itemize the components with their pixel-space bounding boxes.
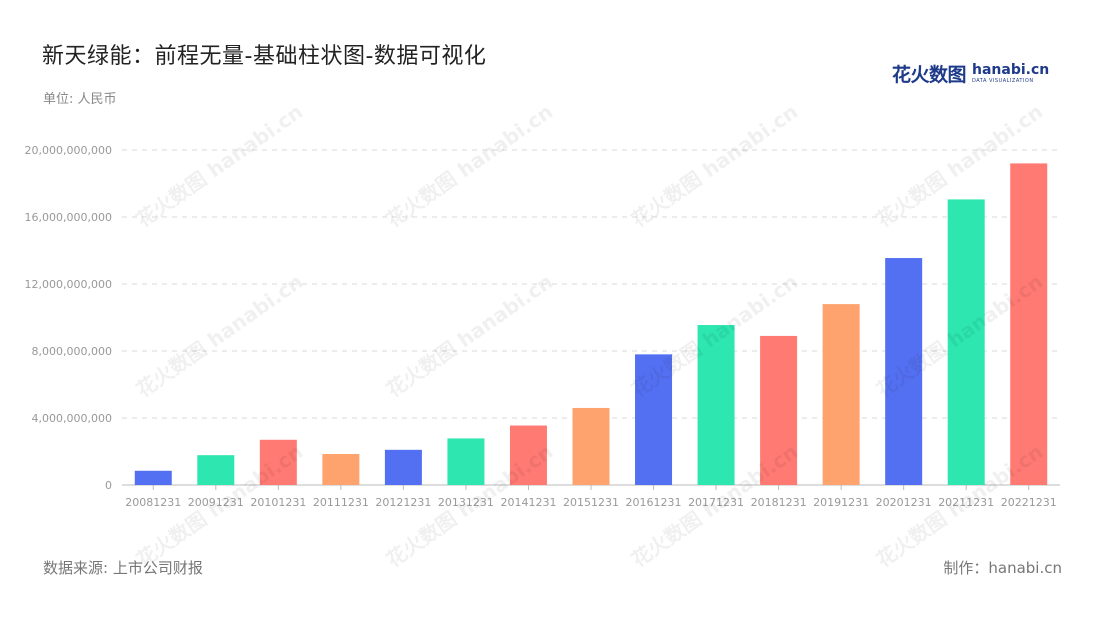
x-tick-label: 20191231	[813, 496, 869, 509]
logo-subtitle: DATA VISUALIZATION	[972, 78, 1034, 84]
bar	[885, 258, 923, 485]
y-tick-label: 0	[105, 479, 112, 492]
bar	[134, 470, 172, 485]
y-tick-label: 12,000,000,000	[25, 278, 112, 291]
x-tick-label: 20171231	[688, 496, 744, 509]
x-tick-label: 20181231	[751, 496, 807, 509]
bar	[760, 335, 798, 485]
x-tick-label: 20111231	[313, 496, 369, 509]
y-tick-label: 8,000,000,000	[32, 345, 112, 358]
bar	[635, 354, 673, 485]
chart-title: 新天绿能：前程无量-基础柱状图-数据可视化	[42, 44, 487, 69]
x-tick-label: 20221231	[1001, 496, 1057, 509]
x-tick-label: 20131231	[438, 496, 494, 509]
bar	[572, 407, 610, 485]
bar	[697, 325, 735, 485]
logo-english-block: hanabi.cn DATA VISUALIZATION	[972, 63, 1049, 84]
y-tick-label: 4,000,000,000	[32, 412, 112, 425]
bar	[822, 304, 860, 485]
bar	[447, 438, 485, 485]
y-tick-label: 16,000,000,000	[25, 211, 112, 224]
x-tick-label: 20121231	[375, 496, 431, 509]
x-tick-label: 20091231	[188, 496, 244, 509]
bar	[509, 425, 547, 485]
x-tick-label: 20141231	[500, 496, 556, 509]
unit-label: 单位: 人民币	[43, 92, 117, 107]
y-tick-label: 20,000,000,000	[25, 144, 112, 157]
x-tick-label: 20201231	[876, 496, 932, 509]
x-tick-label: 20151231	[563, 496, 619, 509]
logo-chinese-text: 花火数图	[892, 64, 967, 86]
bar	[1010, 163, 1048, 485]
x-tick-label: 20101231	[250, 496, 306, 509]
bar	[322, 454, 360, 485]
bar	[384, 449, 422, 485]
bar	[197, 455, 235, 485]
maker-credit: 制作：hanabi.cn	[943, 559, 1062, 577]
x-tick-label: 20211231	[938, 496, 994, 509]
bar	[259, 439, 297, 485]
x-tick-label: 20081231	[125, 496, 181, 509]
x-tick-label: 20161231	[626, 496, 682, 509]
logo-english-text: hanabi.cn	[972, 62, 1050, 78]
data-source: 数据来源: 上市公司财报	[43, 559, 203, 577]
brand-logo: 花火数图 hanabi.cn DATA VISUALIZATION	[892, 60, 1049, 87]
bar	[947, 199, 985, 485]
